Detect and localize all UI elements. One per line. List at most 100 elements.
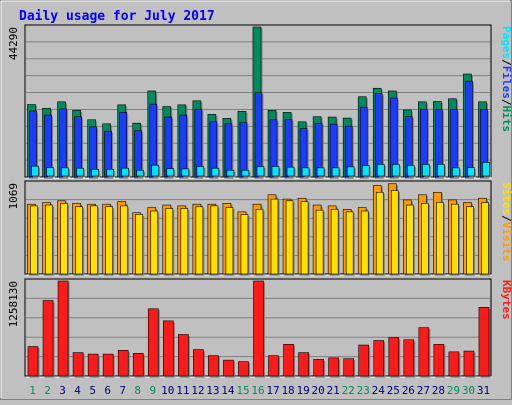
x-tick-label: 13: [206, 384, 219, 397]
legend-separator: /: [500, 99, 512, 106]
bar-sites: [90, 205, 98, 275]
legend-entry: KBytes: [500, 280, 512, 320]
x-tick-label: 23: [357, 384, 370, 397]
bar-files: [450, 109, 458, 178]
bar-sites: [210, 205, 219, 275]
panel-bot: 1258130 KBytes: [7, 278, 512, 378]
bar-pages: [31, 165, 39, 177]
bar-pages: [241, 169, 250, 177]
bar-pages: [166, 168, 175, 177]
bar-kbytes: [223, 359, 234, 377]
bar-sites: [60, 203, 68, 275]
bar-sites: [270, 198, 279, 275]
bar-pages: [331, 167, 340, 177]
bar-kbytes: [418, 327, 430, 377]
bar-kbytes: [178, 334, 189, 377]
bar-sites: [345, 211, 354, 275]
bar-files: [119, 112, 127, 178]
legend-entry: Files: [500, 66, 512, 99]
y-max-label: 1258130: [7, 281, 20, 327]
bar-sites: [105, 206, 113, 275]
bar-sites: [451, 203, 459, 275]
x-tick-label: 29: [447, 384, 460, 397]
x-tick-label: 11: [176, 384, 189, 397]
bar-pages: [91, 168, 99, 177]
bar-pages: [211, 167, 220, 177]
legend-entry: Hits: [500, 106, 512, 133]
bar-sites: [330, 209, 339, 275]
bar-kbytes: [132, 353, 144, 377]
bar-kbytes: [253, 280, 264, 377]
bar-sites: [135, 214, 144, 275]
legend-entry: Pages: [500, 26, 512, 59]
legend-entry: Visits: [500, 222, 512, 262]
bar-sites: [75, 206, 83, 275]
bar-pages: [46, 167, 54, 177]
bar-kbytes: [448, 351, 460, 377]
bar-kbytes: [87, 353, 99, 377]
x-tick-label: 15: [236, 384, 249, 397]
bar-files: [239, 122, 248, 178]
bar-pages: [121, 167, 129, 177]
bar-kbytes: [42, 300, 54, 377]
bar-pages: [316, 167, 325, 177]
x-tick-label: 2: [44, 384, 51, 397]
bar-kbytes: [268, 355, 279, 377]
bar-pages: [76, 167, 84, 177]
bar-kbytes: [373, 340, 385, 377]
bar-sites: [375, 191, 384, 275]
bar-sites: [390, 190, 399, 275]
bar-kbytes: [283, 343, 294, 377]
bar-kbytes: [403, 339, 415, 377]
bar-kbytes: [343, 358, 354, 377]
bar-sites: [165, 208, 174, 275]
legend-bot: KBytes: [500, 280, 512, 320]
x-tick-label: 9: [149, 384, 156, 397]
bar-files: [465, 80, 473, 178]
chart-title: Daily usage for July 2017: [19, 9, 215, 24]
x-tick-label: 25: [387, 384, 400, 397]
bar-sites: [240, 214, 249, 275]
bar-pages: [136, 169, 145, 177]
bar-sites: [315, 209, 324, 275]
bar-kbytes: [433, 343, 445, 377]
bar-pages: [106, 168, 114, 177]
bar-sites: [436, 202, 444, 275]
bar-sites: [406, 204, 414, 275]
x-tick-label: 3: [59, 384, 66, 397]
bar-kbytes: [147, 308, 159, 377]
bar-files: [179, 114, 188, 178]
bar-kbytes: [313, 359, 324, 377]
x-tick-label: 10: [161, 384, 174, 397]
x-tick-label: 30: [462, 384, 475, 397]
x-tick-label: 31: [477, 384, 490, 397]
x-axis-labels: 1 2 3 4 5 6 7 8 9 10 11 12 13 14 15 16 17 18 19 20 21 22 23 24 2…: [29, 384, 490, 397]
bar-pages: [361, 165, 370, 177]
bar-sites: [285, 200, 294, 275]
bar-sites: [225, 207, 234, 275]
x-tick-label: 17: [266, 384, 279, 397]
bar-kbytes: [238, 361, 249, 377]
x-tick-label: 19: [296, 384, 309, 397]
legend-separator: /: [500, 59, 512, 66]
bar-sites: [360, 210, 369, 275]
bar-sites: [255, 209, 264, 275]
x-tick-label: 21: [327, 384, 340, 397]
bar-pages: [376, 164, 385, 177]
bar-pages: [256, 166, 265, 177]
bar-pages: [452, 167, 460, 177]
bar-pages: [196, 166, 205, 177]
bar-kbytes: [162, 320, 174, 377]
x-tick-label: 7: [119, 384, 126, 397]
bar-files: [254, 92, 263, 178]
bar-pages: [437, 164, 445, 177]
x-tick-label: 16: [251, 384, 264, 397]
x-tick-label: 5: [89, 384, 96, 397]
bar-sites: [466, 206, 474, 275]
bar-kbytes: [358, 344, 370, 377]
y-max-label: 1069: [7, 183, 20, 210]
bar-kbytes: [102, 353, 114, 377]
bar-pages: [151, 164, 160, 177]
bar-pages: [271, 166, 280, 177]
